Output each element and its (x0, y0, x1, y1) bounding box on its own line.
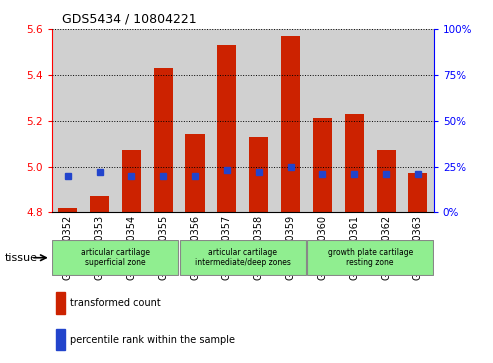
Bar (179, 29, 211, 212)
Text: tissue: tissue (5, 253, 38, 263)
Bar (281, 36, 300, 212)
Text: percentile rank within the sample: percentile rank within the sample (70, 335, 235, 344)
Bar (217, 45, 237, 212)
Bar (275, 29, 307, 212)
Bar (243, 29, 275, 212)
Bar (115, 29, 147, 212)
Bar (249, 137, 268, 212)
Bar (408, 174, 427, 212)
Text: GDS5434 / 10804221: GDS5434 / 10804221 (62, 12, 196, 25)
Bar (52, 29, 84, 212)
Bar (58, 208, 77, 212)
Bar (122, 151, 141, 212)
Bar (402, 29, 434, 212)
FancyBboxPatch shape (180, 240, 306, 275)
Bar (370, 29, 402, 212)
Text: articular cartilage
intermediate/deep zones: articular cartilage intermediate/deep zo… (195, 248, 291, 268)
FancyBboxPatch shape (307, 240, 433, 275)
Bar (185, 134, 205, 212)
Bar (90, 196, 109, 212)
Bar (84, 29, 115, 212)
Text: articular cartilage
superficial zone: articular cartilage superficial zone (81, 248, 150, 268)
Bar (56, 329, 65, 350)
Bar (147, 29, 179, 212)
Bar (313, 118, 332, 212)
Bar (211, 29, 243, 212)
Bar (154, 68, 173, 212)
Bar (345, 114, 364, 212)
Bar (56, 292, 65, 314)
Bar (338, 29, 370, 212)
FancyBboxPatch shape (52, 240, 178, 275)
Text: growth plate cartilage
resting zone: growth plate cartilage resting zone (327, 248, 413, 268)
Bar (377, 151, 395, 212)
Bar (307, 29, 338, 212)
Text: transformed count: transformed count (70, 298, 161, 308)
